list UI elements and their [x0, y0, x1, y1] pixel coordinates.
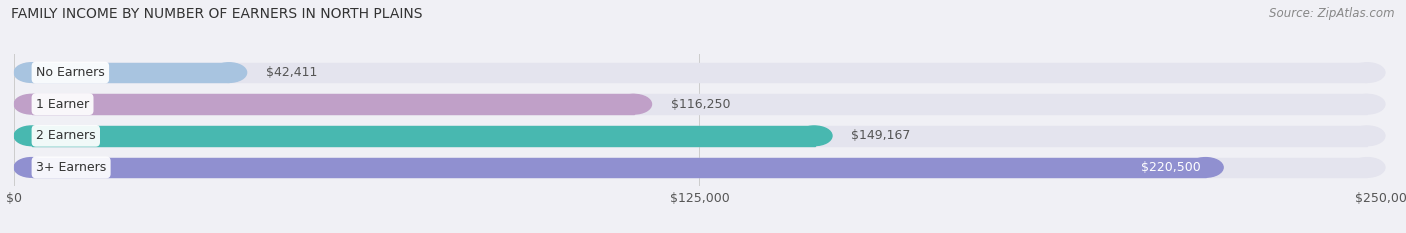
Ellipse shape: [14, 63, 49, 82]
Ellipse shape: [14, 126, 49, 146]
Text: No Earners: No Earners: [37, 66, 104, 79]
Ellipse shape: [14, 94, 49, 114]
Text: $149,167: $149,167: [851, 129, 911, 142]
Ellipse shape: [212, 63, 246, 82]
Text: 2 Earners: 2 Earners: [37, 129, 96, 142]
Ellipse shape: [14, 158, 49, 177]
Text: 3+ Earners: 3+ Earners: [37, 161, 107, 174]
Ellipse shape: [1350, 94, 1385, 114]
Ellipse shape: [616, 94, 651, 114]
Ellipse shape: [1188, 158, 1223, 177]
Bar: [31, 94, 634, 114]
Ellipse shape: [14, 158, 49, 177]
Bar: [31, 63, 1368, 82]
Bar: [31, 126, 1368, 146]
Text: 1 Earner: 1 Earner: [37, 98, 89, 111]
Ellipse shape: [14, 63, 49, 82]
Ellipse shape: [1350, 63, 1385, 82]
Text: $42,411: $42,411: [266, 66, 318, 79]
Ellipse shape: [1350, 126, 1385, 146]
Ellipse shape: [1350, 158, 1385, 177]
Ellipse shape: [797, 126, 832, 146]
Text: FAMILY INCOME BY NUMBER OF EARNERS IN NORTH PLAINS: FAMILY INCOME BY NUMBER OF EARNERS IN NO…: [11, 7, 423, 21]
Text: $220,500: $220,500: [1142, 161, 1201, 174]
Ellipse shape: [14, 126, 49, 146]
Bar: [31, 94, 1368, 114]
Bar: [31, 158, 1368, 177]
Bar: [31, 63, 229, 82]
Bar: [31, 158, 1206, 177]
Bar: [31, 126, 814, 146]
Text: $116,250: $116,250: [671, 98, 730, 111]
Text: Source: ZipAtlas.com: Source: ZipAtlas.com: [1270, 7, 1395, 20]
Ellipse shape: [14, 94, 49, 114]
